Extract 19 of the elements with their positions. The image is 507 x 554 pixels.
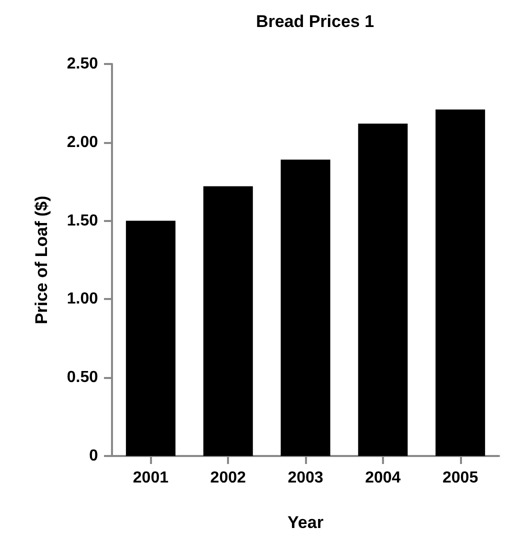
x-tick-label: 2004 <box>365 470 401 486</box>
y-tick-label: 2.00 <box>66 134 98 151</box>
y-tick-label: 0.50 <box>66 369 98 386</box>
y-tick-label: 2.50 <box>66 56 98 72</box>
bar <box>358 124 408 456</box>
y-tick-label: 1.50 <box>66 212 98 230</box>
y-tick-label: 1.00 <box>66 290 98 308</box>
bar <box>126 220 176 456</box>
x-tick-label: 2005 <box>442 470 478 486</box>
bar <box>436 109 486 456</box>
y-tick-label: 0 <box>89 448 98 464</box>
x-tick-label: 2003 <box>288 470 324 486</box>
chart-title: Bread Prices 1 <box>256 12 374 31</box>
x-axis-title: Year <box>288 513 324 532</box>
y-axis-title: Price of Loaf ($) <box>32 196 51 324</box>
bar <box>280 160 330 456</box>
bar <box>203 186 253 456</box>
x-tick-label: 2001 <box>132 470 169 486</box>
x-tick-label: 2002 <box>210 470 246 486</box>
